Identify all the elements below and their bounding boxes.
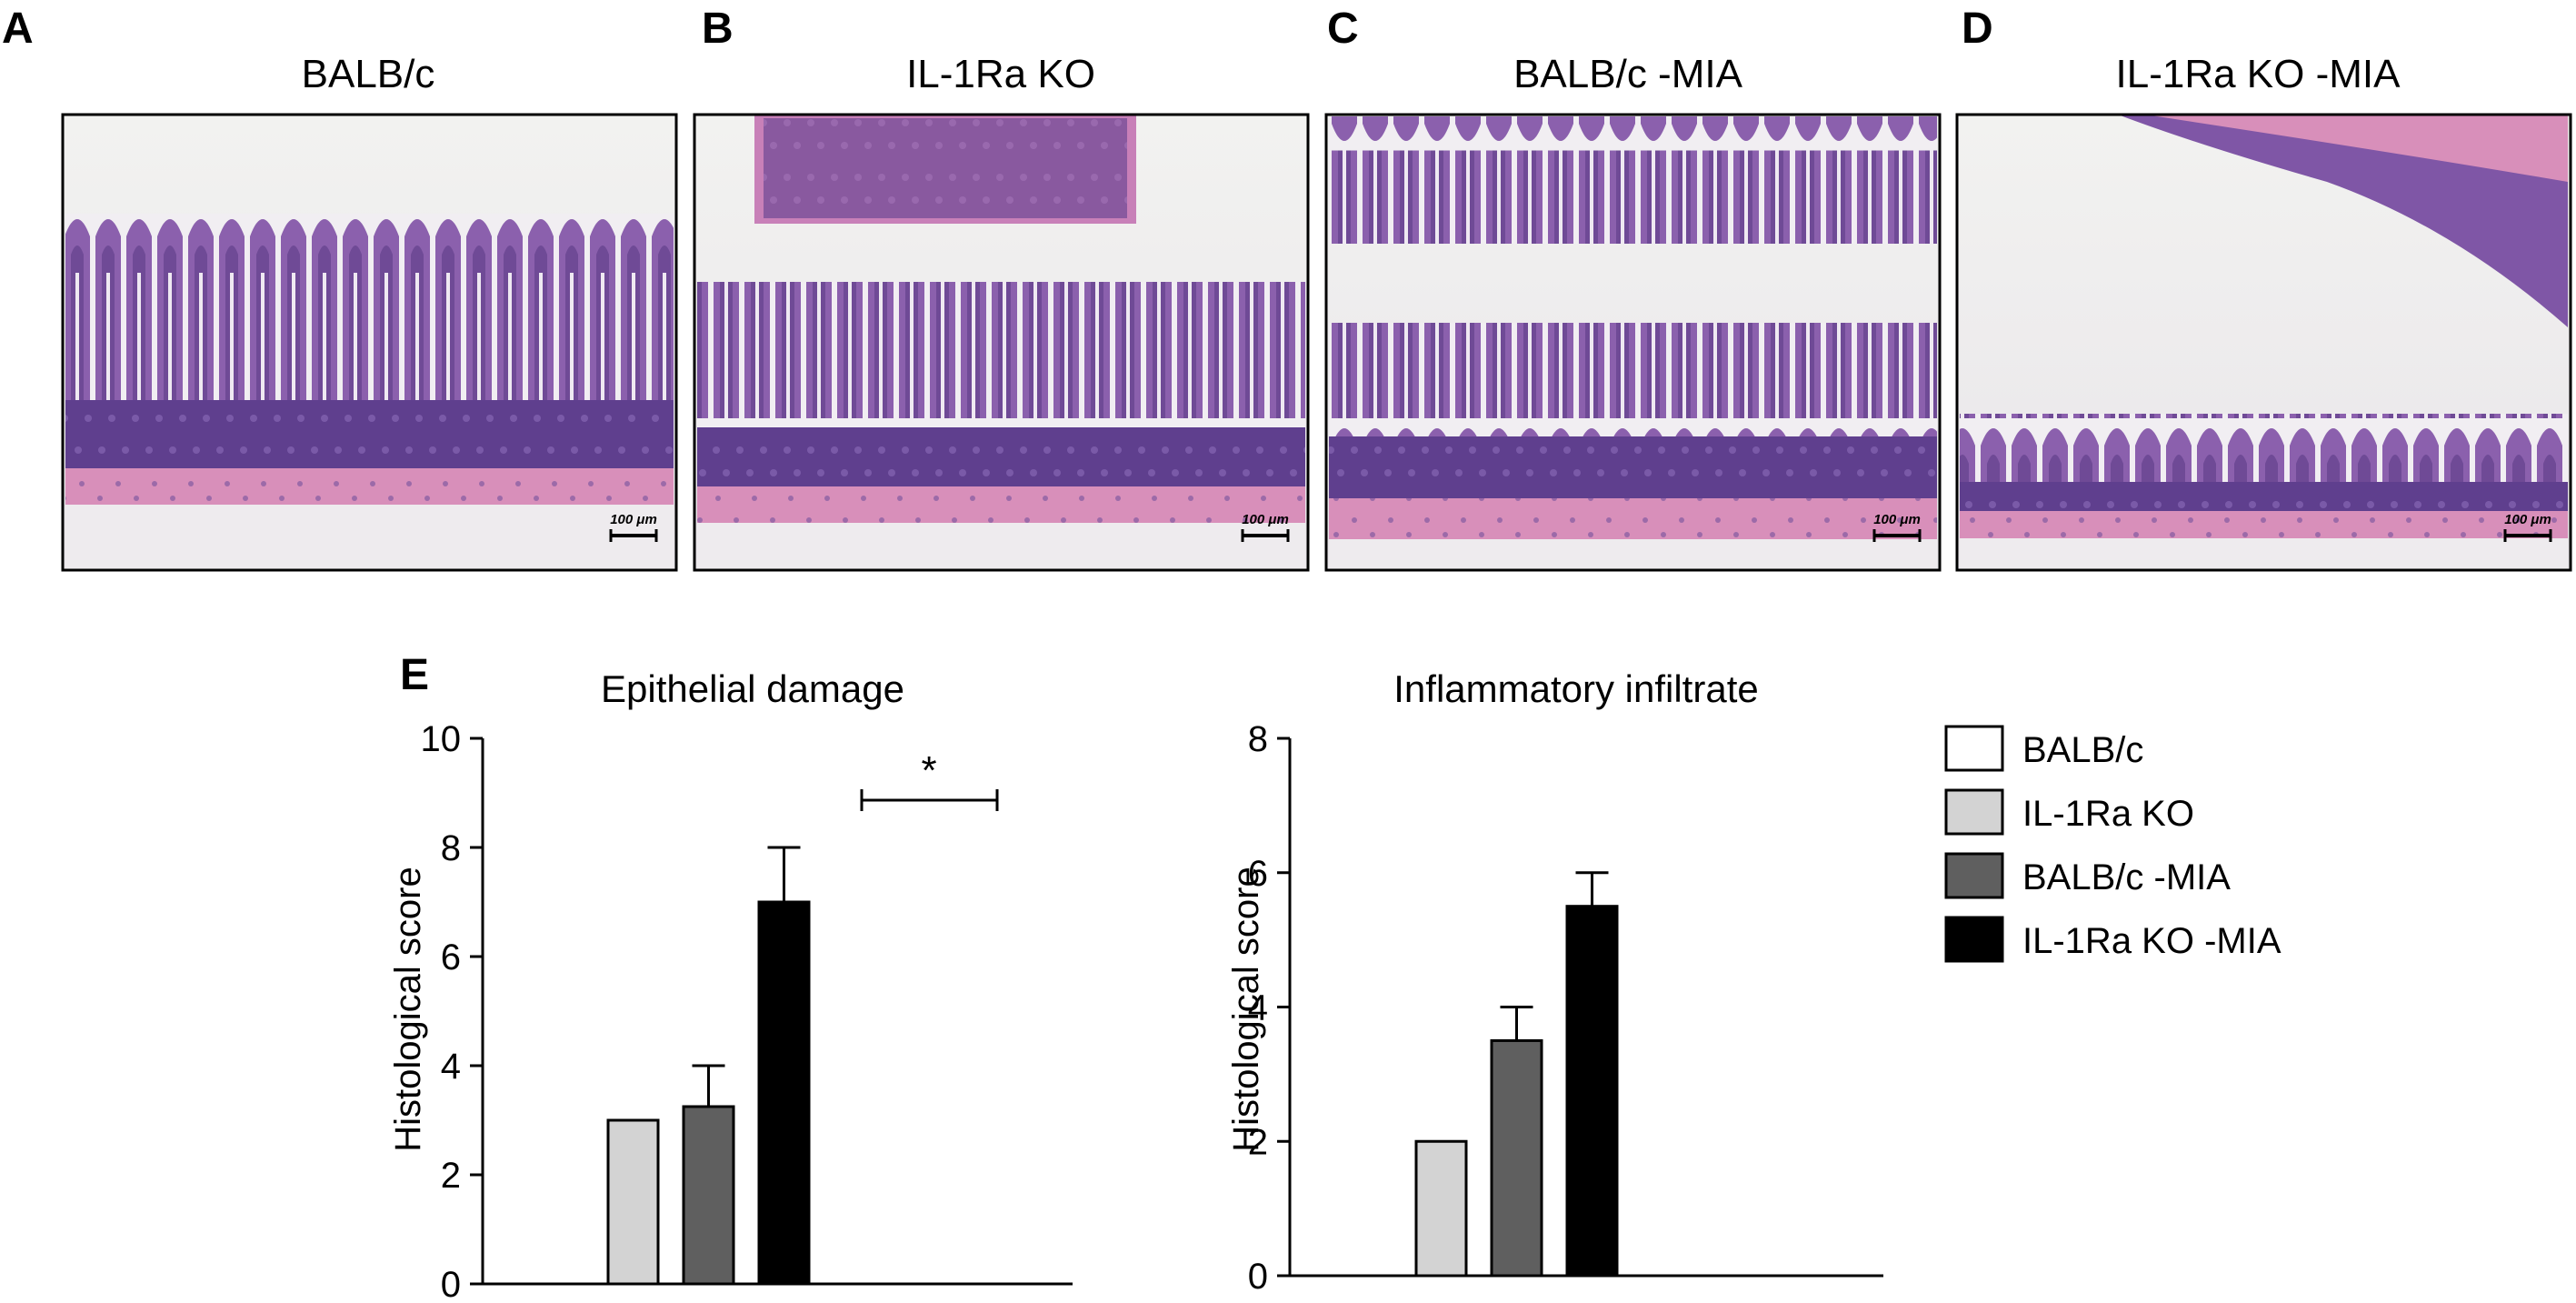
y-tick-label-inflammatory-0: 0	[1248, 1257, 1268, 1297]
y-tick-label-epithelial-4: 4	[441, 1047, 461, 1087]
histology-image-b	[693, 113, 1310, 572]
panel-letter-b: B	[702, 5, 734, 53]
y-tick-label-epithelial-2: 2	[441, 1156, 461, 1196]
panel-title-a: BALB/c	[302, 52, 435, 96]
y-tick-label-epithelial-6: 6	[441, 937, 461, 977]
y-tick-label-epithelial-10: 10	[421, 719, 462, 759]
legend-swatch-balbc	[1944, 725, 2004, 772]
y-axis-label-inflammatory: Histological score	[1226, 867, 1266, 1151]
bar-epithelial-balbc-mia	[682, 1105, 735, 1286]
scale-bar-label-c: 100 μm	[1873, 512, 1921, 527]
significance-star: *	[921, 748, 936, 793]
panel-title-d: IL-1Ra KO -MIA	[2116, 52, 2401, 96]
legend-label-balbc: BALB/c	[2022, 730, 2143, 770]
histology-image-c	[1324, 113, 1942, 572]
panel-letter-c: C	[1327, 5, 1359, 53]
y-axis-label-epithelial: Histological score	[388, 867, 428, 1151]
legend-label-balbc-mia: BALB/c -MIA	[2022, 857, 2231, 897]
legend-item-balbc-mia: BALB/c -MIA	[1944, 852, 2231, 899]
error-bar-epithelial-il1ra-ko-mia	[767, 846, 801, 902]
chart-title-epithelial: Epithelial damage	[601, 667, 904, 710]
error-bar-inflammatory-il1ra-ko-mia	[1575, 871, 1609, 907]
panel-letter-e: E	[400, 651, 429, 699]
legend-label-il1ra-ko: IL-1Ra KO	[2022, 794, 2194, 834]
panel-letter-a: A	[2, 5, 34, 53]
y-tick-label-epithelial-0: 0	[441, 1265, 461, 1303]
legend: BALB/c IL-1Ra KO BALB/c -MIA IL-1Ra KO -…	[1944, 725, 2281, 963]
scale-bar-a: 100 μm	[609, 512, 658, 542]
legend-swatch-il1ra-ko	[1944, 788, 2004, 836]
scale-bar-b: 100 μm	[1241, 512, 1290, 542]
legend-item-il1ra-ko-mia: IL-1Ra KO -MIA	[1944, 916, 2281, 963]
scale-bar-c: 100 μm	[1872, 512, 1922, 542]
panel-letter-d: D	[1962, 5, 1993, 53]
scale-bar-d: 100 μm	[2503, 512, 2552, 542]
y-tick-label-inflammatory-4: 4	[1248, 988, 1268, 1028]
error-bar-epithelial-balbc-mia	[692, 1064, 725, 1107]
bar-inflammatory-il1ra-ko-mia	[1565, 905, 1619, 1278]
scale-bar-label-b: 100 μm	[1242, 512, 1289, 527]
bar-epithelial-il1ra-ko	[606, 1118, 660, 1286]
histology-image-d	[1955, 113, 2572, 572]
y-tick-label-epithelial-8: 8	[441, 828, 461, 868]
bar-inflammatory-il1ra-ko	[1414, 1139, 1468, 1278]
error-bar-inflammatory-balbc-mia	[1500, 1006, 1533, 1041]
legend-item-il1ra-ko: IL-1Ra KO	[1944, 788, 2194, 836]
bar-epithelial-il1ra-ko-mia	[757, 900, 811, 1286]
legend-label-il1ra-ko-mia: IL-1Ra KO -MIA	[2022, 921, 2281, 961]
panel-title-b: IL-1Ra KO	[906, 52, 1095, 96]
chart-inflammatory-infiltrate: Inflammatory infiltrate Histological sco…	[1226, 667, 1883, 1297]
y-tick-label-inflammatory-2: 2	[1248, 1122, 1268, 1162]
y-tick-label-inflammatory-6: 6	[1248, 854, 1268, 894]
bar-inflammatory-balbc-mia	[1490, 1038, 1543, 1278]
panel-title-c: BALB/c -MIA	[1513, 52, 1742, 96]
chart-epithelial-damage: Epithelial damage Histological score 0 2 4…	[388, 667, 1073, 1303]
legend-swatch-il1ra-ko-mia	[1944, 916, 2004, 963]
significance-bracket: *	[860, 748, 999, 811]
legend-item-balbc: BALB/c	[1944, 725, 2143, 772]
y-tick-label-inflammatory-8: 8	[1248, 719, 1268, 759]
legend-swatch-balbc-mia	[1944, 852, 2004, 899]
histology-image-a	[61, 113, 678, 572]
scale-bar-label-d: 100 μm	[2504, 512, 2551, 527]
chart-title-inflammatory: Inflammatory infiltrate	[1393, 667, 1758, 710]
scale-bar-label-a: 100 μm	[610, 512, 657, 527]
